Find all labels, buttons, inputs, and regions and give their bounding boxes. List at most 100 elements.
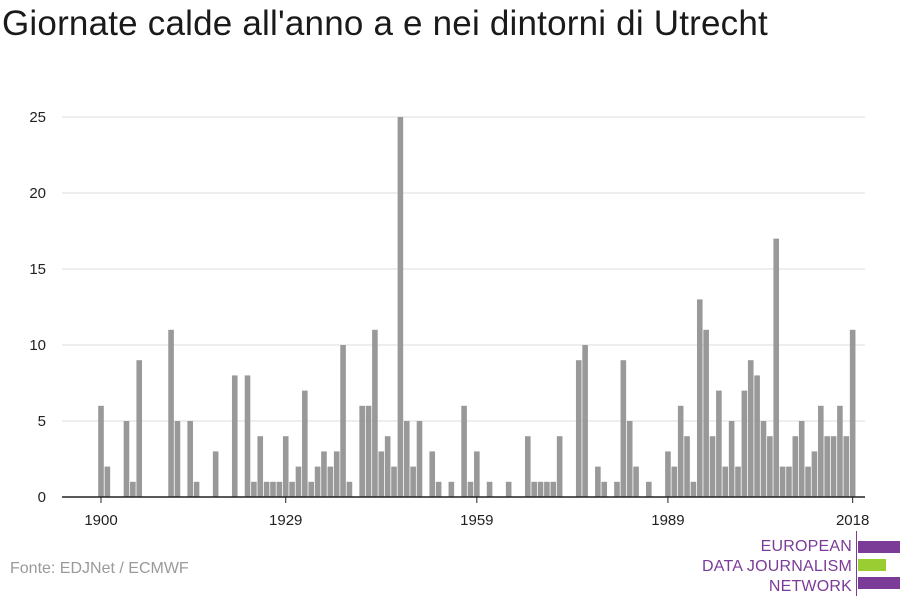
logo-line-1: EUROPEAN: [760, 538, 852, 555]
bar: [544, 481, 550, 497]
logo-line-3: NETWORK: [768, 578, 852, 595]
bar: [270, 481, 276, 497]
bar: [359, 405, 365, 497]
bar: [257, 436, 264, 497]
bar: [321, 451, 327, 497]
bar: [690, 481, 697, 497]
bar: [340, 345, 346, 497]
bar: [346, 481, 353, 497]
logo-line-2: DATA JOURNALISM: [702, 558, 852, 575]
bar: [582, 345, 588, 497]
x-tick-label: 1989: [651, 512, 684, 529]
bar: [505, 481, 512, 497]
bar: [333, 451, 340, 497]
bar: [735, 466, 741, 497]
bar: [709, 436, 716, 497]
bar: [818, 405, 824, 497]
bar: [384, 436, 391, 497]
bar: [728, 421, 735, 497]
bar: [276, 481, 283, 497]
x-axis: 1900 1929 1959 1989 2018: [62, 496, 869, 529]
bar: [531, 481, 537, 497]
y-axis-ticks: 0 5 10 15 20 25: [29, 109, 46, 506]
gridlines: [62, 116, 865, 422]
bar: [601, 481, 608, 497]
bar: [556, 436, 563, 497]
bar: [805, 466, 811, 497]
bar: [295, 466, 302, 497]
bar: [626, 421, 633, 497]
bar: [391, 466, 397, 497]
bar: [435, 481, 442, 497]
bar: [308, 481, 315, 497]
y-tick-label: 5: [38, 413, 46, 430]
bar: [212, 451, 219, 497]
bar: [633, 466, 639, 497]
bar: [779, 466, 786, 497]
logo-bar-purple-top: [858, 541, 900, 553]
bar: [187, 421, 193, 497]
bar: [767, 436, 773, 497]
bar: [193, 481, 200, 497]
bar: [474, 451, 480, 497]
bar: [263, 481, 270, 497]
bar: [773, 238, 780, 497]
bar: [747, 360, 754, 497]
y-tick-label: 0: [38, 489, 46, 506]
bar: [282, 436, 289, 497]
bar: [314, 466, 321, 497]
bar: [136, 360, 143, 497]
x-tick-label: 2018: [836, 512, 869, 529]
bar: [365, 405, 372, 497]
bar: [760, 421, 767, 497]
bar: [168, 329, 174, 497]
bar: [837, 405, 843, 497]
bars: [98, 117, 856, 497]
logo-bar-green: [858, 559, 886, 571]
bar: [798, 421, 805, 497]
bar: [461, 405, 467, 497]
bar: [251, 481, 257, 497]
bar: [98, 405, 104, 497]
bar: [130, 481, 136, 497]
bar: [486, 481, 493, 497]
edjnet-logo: EUROPEAN DATA JOURNALISM NETWORK: [702, 531, 900, 596]
bar: [575, 360, 582, 497]
bar: [104, 466, 111, 497]
bar: [289, 481, 295, 497]
bar: [741, 390, 748, 497]
bar: [174, 421, 181, 497]
bar: [786, 466, 792, 497]
bar: [843, 436, 850, 497]
y-tick-label: 10: [29, 337, 46, 354]
bar: [448, 481, 455, 497]
bar: [524, 436, 531, 497]
bar: [716, 390, 722, 497]
bar: [595, 466, 601, 497]
bar: [467, 481, 474, 497]
bar: [416, 421, 423, 497]
source-note: Fonte: EDJNet / ECMWF: [10, 560, 189, 577]
bar: [378, 451, 385, 497]
bar: [696, 299, 703, 497]
x-tick-label: 1929: [269, 512, 302, 529]
logo-divider: [856, 531, 857, 596]
bar: [722, 466, 729, 497]
x-tick-label: 1959: [460, 512, 493, 529]
bar: [849, 329, 856, 497]
bar: [614, 481, 620, 497]
bar: [646, 481, 652, 497]
y-tick-label: 25: [29, 109, 46, 126]
bar: [811, 451, 818, 497]
bar: [327, 466, 334, 497]
bar: [671, 466, 678, 497]
chart-title: Giornate calde all'anno a e nei dintorni…: [2, 4, 768, 43]
bar: [397, 117, 404, 497]
x-tick-label: 1900: [84, 512, 117, 529]
bar: [123, 421, 130, 497]
bar: [824, 436, 830, 497]
bar: [410, 466, 416, 497]
bar: [830, 436, 837, 497]
bar: [372, 329, 378, 497]
